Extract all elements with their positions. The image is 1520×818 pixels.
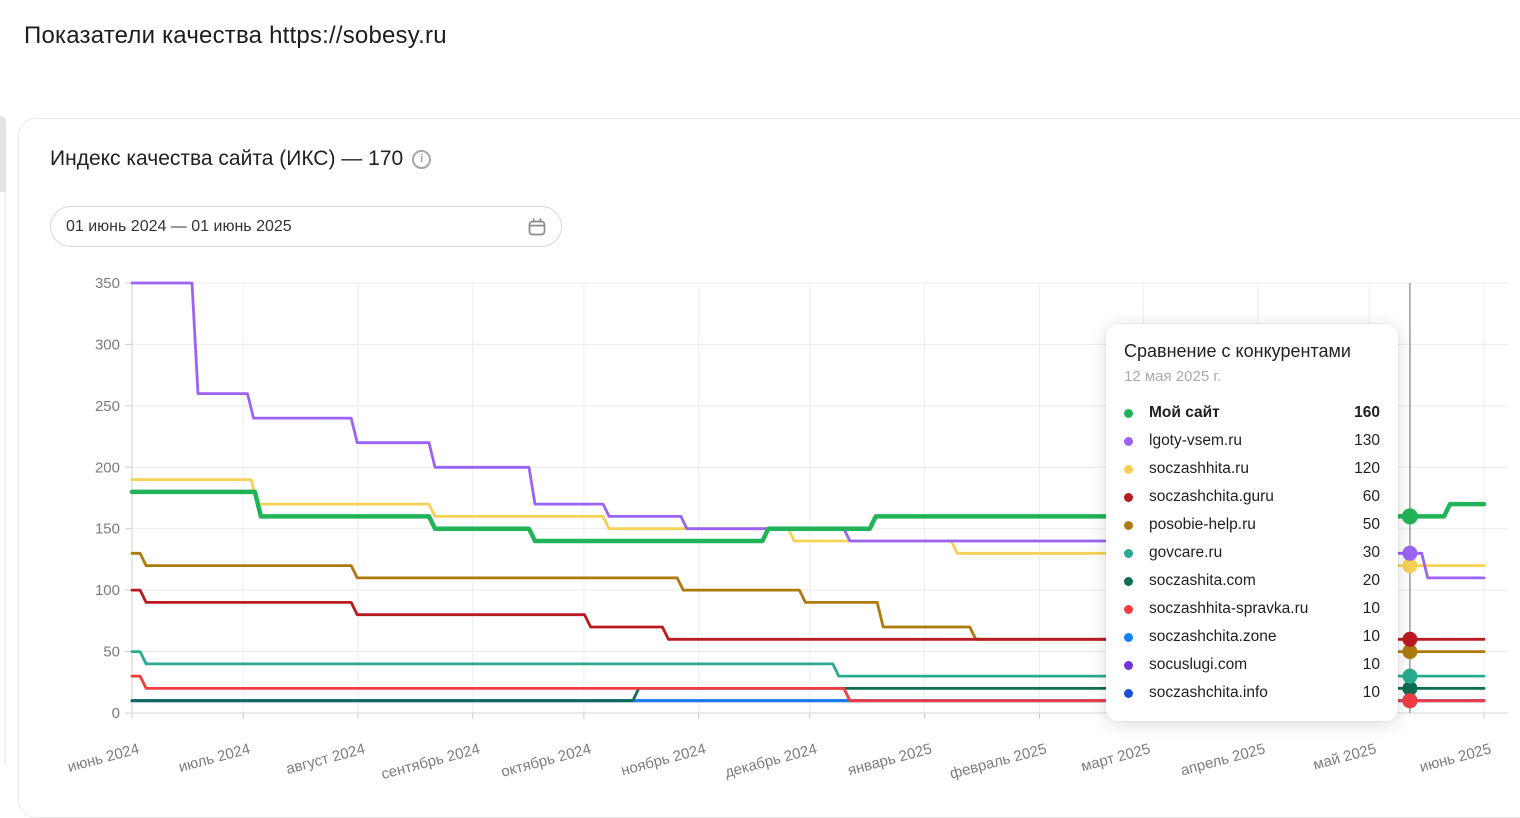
iks-title-text: Индекс качества сайта (ИКС) — 170 — [50, 147, 404, 170]
legend-dot-soczashchita-zone — [1124, 632, 1133, 642]
tooltip-row-soczashchita-guru: soczashchita.guru 60 — [1124, 483, 1380, 511]
x-tick-label: январь 2025 — [846, 740, 934, 779]
x-tick-label: март 2025 — [1079, 740, 1152, 775]
legend-dot-govcare-ru — [1124, 548, 1133, 558]
legend-dot-posobie-help-ru — [1124, 520, 1133, 530]
date-range-value: 01 июнь 2024 — 01 июнь 2025 — [66, 217, 292, 235]
site-name: govcare.ru — [1149, 544, 1223, 561]
x-tick-label: май 2025 — [1311, 740, 1378, 773]
hover-dot-soczashhita-spravka-ru — [1402, 693, 1418, 709]
legend-dot-soczashchita-guru — [1124, 492, 1133, 502]
hover-dot-lgoty-vsem-ru — [1402, 545, 1418, 561]
x-tick-label: июнь 2024 — [66, 740, 141, 775]
y-tick-label: 250 — [95, 398, 120, 415]
page-title: Показатели качества https://sobesy.ru — [24, 22, 447, 49]
tooltip-row-soczashita-com: soczashita.com 20 — [1124, 567, 1380, 595]
series-line-soczashita-com — [130, 687, 1486, 703]
site-value: 50 — [1362, 516, 1380, 533]
tooltip-date: 12 мая 2025 г. — [1124, 368, 1222, 385]
site-name: socuslugi.com — [1149, 656, 1248, 673]
calendar-icon — [528, 217, 546, 236]
site-value: 160 — [1354, 404, 1380, 421]
hover-dot-soczashchita-guru — [1402, 631, 1418, 647]
site-value: 10 — [1362, 684, 1380, 701]
tooltip-row-posobie-help-ru: posobie-help.ru 50 — [1124, 511, 1380, 539]
y-tick-label: 200 — [95, 459, 120, 476]
series-line-soczashhita-spravka-ru — [130, 674, 1486, 703]
x-tick-label: август 2024 — [284, 740, 367, 777]
hover-dot-my-site — [1401, 508, 1418, 525]
tooltip-row-soczashhita-ru: soczashhita.ru 120 — [1124, 455, 1380, 483]
site-name: lgoty-vsem.ru — [1149, 432, 1243, 449]
site-value: 10 — [1362, 656, 1380, 673]
comparison-tooltip: Сравнение с конкурентами 12 мая 2025 г. … — [1106, 324, 1398, 721]
tooltip-row-soczashchita-info: soczashchita.info 10 — [1124, 679, 1380, 707]
x-tick-label: апрель 2025 — [1179, 740, 1267, 779]
y-tick-label: 300 — [95, 336, 120, 353]
y-tick-label: 350 — [95, 275, 120, 292]
x-tick-label: декабрь 2024 — [723, 740, 819, 781]
hover-dot-soczashita-com — [1402, 680, 1418, 696]
site-name: soczashchita.guru — [1149, 488, 1274, 505]
tooltip-row-lgoty-vsem-ru: lgoty-vsem.ru 130 — [1124, 427, 1380, 455]
iks-card-title: Индекс качества сайта (ИКС) — 170 i — [50, 147, 432, 171]
series-lines — [129, 281, 1487, 703]
hover-dot-soczashhita-ru — [1402, 558, 1418, 574]
tooltip-row-my-site: Мой сайт 160 — [1124, 399, 1380, 427]
site-value: 130 — [1354, 432, 1380, 449]
site-name: soczashita.com — [1149, 572, 1256, 589]
legend-dot-socuslugi-com — [1124, 660, 1133, 670]
adjacent-card-edge — [0, 116, 6, 192]
x-tick-label: сентябрь 2024 — [379, 740, 481, 783]
legend-dot-soczashchita-info — [1124, 688, 1133, 698]
site-value: 10 — [1362, 628, 1380, 645]
site-name: soczashhita.ru — [1149, 460, 1249, 477]
tooltip-rows: Мой сайт 160 lgoty-vsem.ru 130 soczashhita.r… — [1124, 399, 1380, 707]
site-name: soczashhita-spravka.ru — [1149, 600, 1309, 617]
site-value: 20 — [1362, 572, 1380, 589]
x-tick-label: ноябрь 2024 — [619, 740, 707, 779]
hover-dots — [1401, 508, 1418, 709]
site-value: 120 — [1354, 460, 1380, 477]
series-line-soczashchita-guru — [130, 588, 1486, 641]
tooltip-row-soczashhita-spravka-ru: soczashhita-spravka.ru 10 — [1124, 595, 1380, 623]
tooltip-row-soczashchita-zone: soczashchita.zone 10 — [1124, 623, 1380, 651]
hover-dot-govcare-ru — [1402, 668, 1418, 684]
tooltip-title: Сравнение с конкурентами — [1124, 341, 1351, 361]
legend-dot-my-site — [1124, 408, 1133, 418]
date-range-input[interactable]: 01 июнь 2024 — 01 июнь 2025 — [50, 206, 562, 247]
site-value: 60 — [1362, 488, 1380, 505]
site-name: posobie-help.ru — [1149, 516, 1256, 533]
legend-dot-lgoty-vsem-ru — [1124, 436, 1133, 446]
legend-dot-soczashhita-spravka-ru — [1124, 604, 1133, 614]
hover-dot-posobie-help-ru — [1402, 644, 1418, 660]
series-line-govcare-ru — [130, 650, 1486, 678]
info-icon[interactable]: i — [412, 149, 432, 169]
x-tick-label: февраль 2025 — [948, 740, 1048, 782]
y-tick-label: 100 — [95, 582, 120, 599]
tooltip-row-govcare-ru: govcare.ru 30 — [1124, 539, 1380, 567]
site-name: Мой сайт — [1149, 404, 1220, 421]
legend-dot-soczashita-com — [1124, 576, 1133, 586]
y-tick-label: 0 — [112, 705, 120, 722]
x-tick-label: октябрь 2024 — [499, 740, 593, 780]
y-tick-label: 150 — [95, 521, 120, 538]
site-value: 30 — [1362, 544, 1380, 561]
site-name: soczashchita.info — [1149, 684, 1268, 701]
adjacent-card-border — [4, 192, 6, 764]
x-tick-label: июль 2024 — [177, 740, 252, 775]
site-value: 10 — [1362, 600, 1380, 617]
tooltip-row-socuslugi-com: socuslugi.com 10 — [1124, 651, 1380, 679]
y-tick-label: 50 — [103, 644, 120, 661]
x-tick-label: июнь 2025 — [1418, 740, 1493, 775]
legend-dot-soczashhita-ru — [1124, 464, 1133, 474]
site-name: soczashchita.zone — [1149, 628, 1277, 645]
